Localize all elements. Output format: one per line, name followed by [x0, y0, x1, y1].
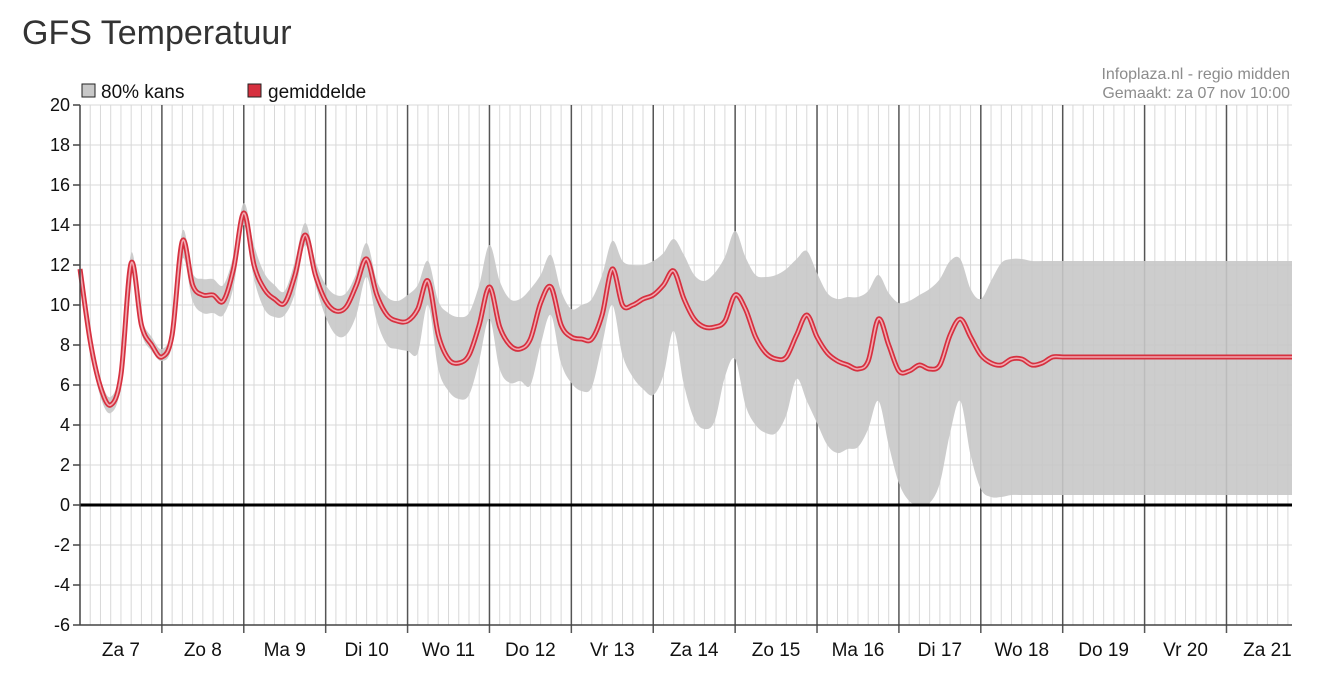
legend-swatch-mean [247, 83, 262, 98]
legend-label-band: 80% kans [101, 82, 184, 103]
day-label: Ma 16 [832, 640, 885, 661]
day-label: Zo 15 [752, 640, 801, 661]
day-label: Za 21 [1243, 640, 1292, 661]
source-line-1: Infoplaza.nl - regio midden [1101, 66, 1290, 83]
y-tick-label: 14 [50, 215, 70, 235]
y-tick-label: 6 [60, 375, 70, 395]
y-tick-label: 20 [50, 95, 70, 115]
y-tick-label: 8 [60, 335, 70, 355]
day-label: Za 7 [102, 640, 140, 661]
y-tick-label: 0 [60, 495, 70, 515]
y-tick-label: -4 [54, 575, 70, 595]
y-tick-label: 16 [50, 175, 70, 195]
day-label: Za 14 [670, 640, 719, 661]
day-label: Wo 18 [994, 640, 1049, 661]
day-label: Di 10 [344, 640, 388, 661]
y-tick-label: 2 [60, 455, 70, 475]
day-label: Do 19 [1078, 640, 1129, 661]
y-tick-label: 12 [50, 255, 70, 275]
day-label: Wo 11 [422, 640, 475, 661]
day-label: Ma 9 [264, 640, 306, 661]
y-tick-label: 18 [50, 135, 70, 155]
y-tick-label: 4 [60, 415, 70, 435]
y-tick-label: -6 [54, 615, 70, 635]
day-label: Vr 13 [590, 640, 635, 661]
source-info: Infoplaza.nl - regio midden Gemaakt: za … [1101, 66, 1290, 102]
day-label: Zo 8 [184, 640, 222, 661]
day-label: Do 12 [505, 640, 556, 661]
day-label: Di 17 [918, 640, 962, 661]
legend-label-mean: gemiddelde [268, 82, 366, 103]
legend-swatch-band [81, 83, 96, 98]
y-tick-label: 10 [50, 295, 70, 315]
legend: 80% kans gemiddelde [81, 82, 366, 103]
y-tick-label: -2 [54, 535, 70, 555]
axis-layer [73, 104, 1292, 626]
day-label: Vr 20 [1163, 640, 1208, 661]
mean-line-highlight [79, 212, 1292, 407]
band-area-80pct [80, 202, 1292, 506]
x-day-labels: Za 7 Zo 8 Ma 9 Di 10 Wo 11 Do 12 Vr 13 Za 14 Zo … [102, 640, 1292, 661]
page-title: GFS Temperatuur [22, 14, 292, 52]
source-line-2: Gemaakt: za 07 nov 10:00 [1102, 85, 1290, 102]
